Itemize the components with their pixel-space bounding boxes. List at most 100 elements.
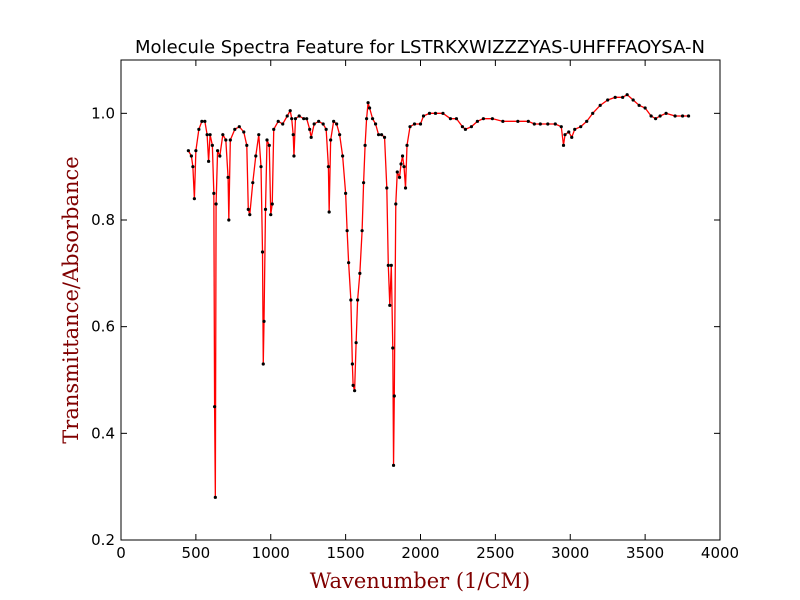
data-point (567, 130, 571, 134)
data-point (585, 119, 589, 123)
data-point (327, 210, 331, 214)
data-point (308, 127, 312, 131)
data-point (281, 122, 285, 126)
data-point (293, 117, 298, 121)
data-point (189, 154, 193, 158)
data-point (606, 98, 610, 102)
data-point (353, 389, 357, 393)
data-point (388, 303, 392, 307)
data-point (224, 138, 228, 142)
data-point (561, 143, 566, 147)
data-point (248, 213, 252, 217)
x-tick-label: 1500 (327, 544, 365, 562)
data-point (345, 229, 349, 233)
data-point (373, 122, 378, 126)
data-point (395, 170, 399, 174)
y-tick-label: 1.0 (91, 104, 115, 122)
data-point (351, 383, 355, 387)
data-point (559, 125, 563, 129)
data-point (546, 122, 550, 126)
data-point (288, 109, 292, 113)
data-point (463, 127, 468, 131)
data-point (649, 114, 653, 118)
data-point (242, 130, 246, 134)
data-point (285, 114, 289, 118)
data-point (210, 143, 214, 147)
data-point (349, 298, 353, 302)
data-point (237, 125, 241, 129)
data-point (573, 127, 577, 131)
x-tick-label: 4000 (701, 544, 739, 562)
data-point (405, 143, 409, 147)
data-point (386, 263, 390, 267)
data-point (197, 127, 201, 131)
data-point (212, 405, 217, 409)
data-point (344, 191, 348, 195)
data-point (356, 298, 360, 302)
data-point (218, 154, 222, 158)
data-point (312, 122, 316, 126)
x-tick-label: 1000 (252, 544, 290, 562)
data-point (441, 111, 445, 115)
data-point (367, 106, 372, 110)
data-point (392, 394, 396, 398)
data-point (579, 125, 583, 129)
x-axis-label: Wavenumber (1/CM) (310, 569, 531, 593)
data-point (358, 271, 362, 275)
data-point (385, 186, 389, 190)
y-tick-label: 0.6 (91, 318, 115, 336)
data-point (391, 463, 396, 467)
data-point (364, 117, 369, 121)
data-point (481, 117, 485, 121)
data-point (360, 229, 364, 233)
data-point (302, 117, 306, 121)
data-point (228, 138, 232, 142)
data-point (203, 119, 207, 123)
data-point (317, 119, 321, 123)
data-point (262, 319, 266, 323)
data-point (613, 95, 617, 99)
data-point (366, 101, 370, 105)
data-point (261, 362, 265, 366)
data-point (272, 127, 276, 131)
data-point (226, 175, 230, 179)
data-point (290, 117, 294, 121)
data-point (329, 138, 333, 142)
data-point (469, 125, 474, 129)
data-point (654, 117, 658, 121)
data-point (686, 114, 691, 118)
data-point (233, 127, 237, 131)
data-point (321, 122, 325, 126)
data-point (658, 114, 662, 118)
data-point (621, 95, 625, 99)
x-tick-label: 0 (116, 544, 126, 562)
data-point (227, 218, 231, 222)
data-point (192, 197, 196, 201)
data-point (680, 114, 685, 118)
data-point (213, 495, 217, 499)
data-point (448, 117, 453, 121)
data-point (324, 127, 328, 131)
data-point (257, 133, 261, 137)
data-point (553, 122, 557, 126)
data-point (191, 165, 195, 169)
data-point (433, 111, 438, 115)
data-point (212, 191, 216, 195)
data-point (208, 133, 212, 137)
data-point (418, 122, 423, 126)
data-point (354, 341, 358, 345)
data-point (538, 122, 542, 126)
data-point (309, 135, 313, 139)
y-tick-label: 0.8 (91, 211, 115, 229)
data-point (532, 122, 536, 126)
data-point (397, 175, 402, 179)
x-tick-label: 3000 (551, 544, 589, 562)
data-point (427, 111, 432, 115)
data-point (335, 122, 339, 126)
x-tick-label: 2000 (401, 544, 439, 562)
data-point (421, 114, 426, 118)
data-point (263, 207, 268, 211)
data-point (200, 119, 204, 123)
